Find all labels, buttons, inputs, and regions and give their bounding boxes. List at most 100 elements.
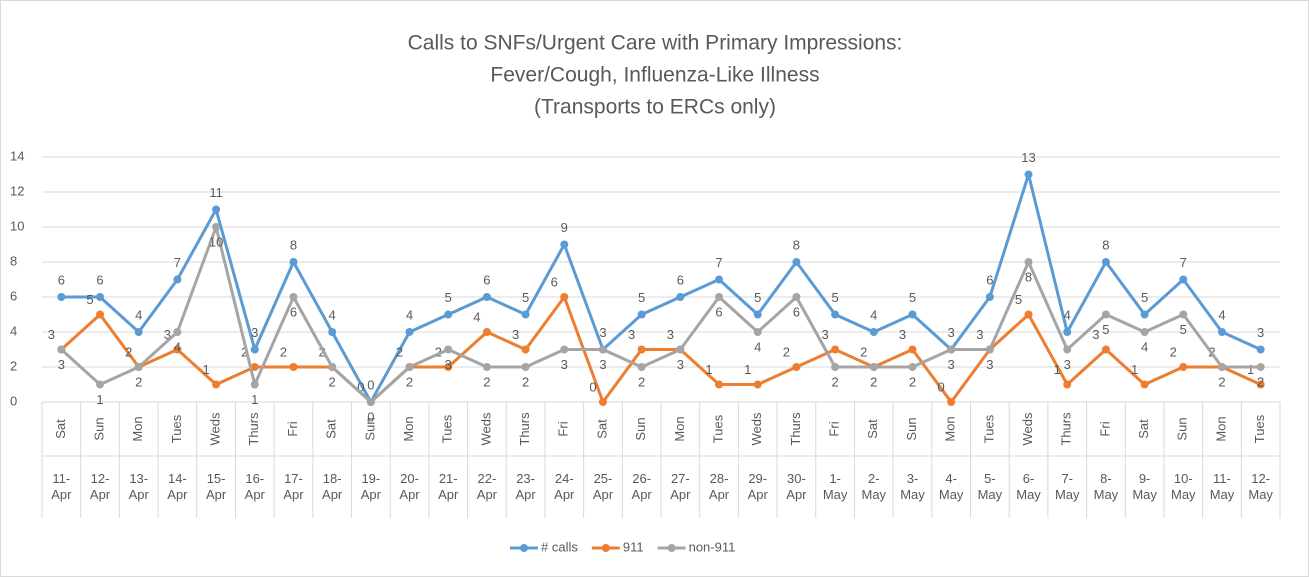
data-label: 5	[522, 290, 529, 305]
marker	[1024, 310, 1033, 319]
data-label: 3	[1092, 327, 1099, 342]
marker	[1063, 345, 1072, 354]
x-tick-label: Mon	[672, 416, 687, 441]
legend-marker	[601, 544, 610, 552]
x-group-label: 1-May	[822, 471, 848, 502]
marker	[328, 363, 337, 371]
x-tick-label: Tues	[981, 414, 996, 443]
series-line	[60, 225, 1261, 404]
marker	[908, 363, 917, 371]
marker	[444, 363, 453, 371]
data-label: 5	[86, 292, 93, 307]
data-label: 5	[754, 290, 761, 305]
marker	[560, 293, 569, 301]
marker	[908, 310, 917, 319]
data-label: 6	[793, 304, 800, 319]
x-tick-label: Mon	[943, 416, 958, 441]
data-label: 5	[1141, 290, 1148, 305]
data-label: 1	[744, 362, 751, 377]
y-tick-label: 8	[10, 253, 17, 268]
marker	[289, 293, 298, 301]
x-group-label: 21-Apr	[438, 471, 459, 502]
data-label: 8	[793, 237, 800, 252]
x-tick-label: Mon	[130, 416, 145, 441]
x-tick-label: Thurs	[788, 412, 803, 446]
chart-title: Calls to SNFs/Urgent Care with Primary I…	[408, 32, 903, 55]
data-label: 2	[435, 344, 442, 359]
marker	[250, 363, 259, 371]
x-tick-label: Thurs	[517, 412, 532, 446]
data-label: 1	[1054, 362, 1061, 377]
marker	[482, 328, 491, 336]
data-label: 3	[599, 325, 606, 340]
marker	[212, 223, 221, 231]
data-label: 4	[1218, 307, 1225, 322]
marker	[250, 345, 259, 354]
data-label: 3	[628, 327, 635, 342]
data-label: 2	[831, 374, 838, 389]
marker	[947, 398, 956, 406]
marker	[598, 345, 607, 354]
x-tick-label: Tues	[1252, 414, 1267, 443]
marker	[637, 310, 646, 319]
x-group-label: 13-Apr	[128, 471, 149, 502]
data-label: 3	[58, 357, 65, 372]
marker	[1024, 170, 1033, 179]
x-tick-label: Tues	[440, 414, 455, 443]
x-tick-label: Fri	[556, 421, 571, 436]
x-tick-label: Sat	[324, 419, 339, 439]
data-label: 0	[357, 379, 364, 394]
x-tick-label: Fri	[827, 421, 842, 436]
x-group-label: 9-May	[1132, 471, 1157, 502]
marker	[521, 363, 530, 371]
data-label: 2	[783, 344, 790, 359]
x-group-label: 17-Apr	[283, 471, 304, 502]
data-label: 2	[483, 374, 490, 389]
data-label: 3	[677, 357, 684, 372]
data-label: 2	[329, 374, 336, 389]
marker	[96, 380, 105, 389]
marker	[1024, 258, 1033, 266]
marker	[908, 345, 917, 354]
x-tick-label: Sat	[53, 419, 68, 439]
marker	[328, 328, 337, 336]
data-label: 2	[522, 374, 529, 389]
marker	[715, 293, 724, 301]
x-group-label: 16-Apr	[244, 471, 265, 502]
marker	[1256, 345, 1265, 354]
chart-title: Fever/Cough, Influenza-Like Illness	[490, 64, 819, 87]
data-label: 4	[1064, 307, 1071, 322]
x-group-label: 27-Apr	[670, 471, 691, 502]
marker	[482, 363, 491, 371]
marker	[1217, 363, 1226, 371]
x-group-label: 3-May	[900, 471, 925, 502]
marker	[560, 345, 569, 354]
data-label: 11	[209, 185, 223, 200]
data-label: 5	[1015, 292, 1022, 307]
data-label: 0	[367, 409, 374, 424]
marker	[753, 310, 762, 319]
marker	[250, 380, 259, 389]
data-label: 6	[677, 272, 684, 287]
marker	[1140, 380, 1149, 389]
data-label: 3	[164, 327, 171, 342]
data-label: 6	[986, 272, 993, 287]
data-label: 4	[870, 307, 877, 322]
data-label: 2	[396, 344, 403, 359]
marker	[1101, 258, 1110, 266]
marker	[1256, 380, 1265, 389]
data-label: 8	[1025, 269, 1032, 284]
marker	[405, 328, 414, 336]
data-label: 7	[715, 255, 722, 270]
data-label: 3	[948, 357, 955, 372]
data-label: 3	[948, 325, 955, 340]
marker	[1101, 310, 1110, 319]
data-label: 3	[251, 325, 258, 340]
data-label: 6	[715, 304, 722, 319]
marker	[405, 363, 414, 371]
marker	[1179, 310, 1188, 319]
data-label: 3	[976, 327, 983, 342]
data-label: 2	[1170, 344, 1177, 359]
y-tick-label: 4	[10, 323, 17, 338]
x-tick-label: Mon	[401, 416, 416, 441]
